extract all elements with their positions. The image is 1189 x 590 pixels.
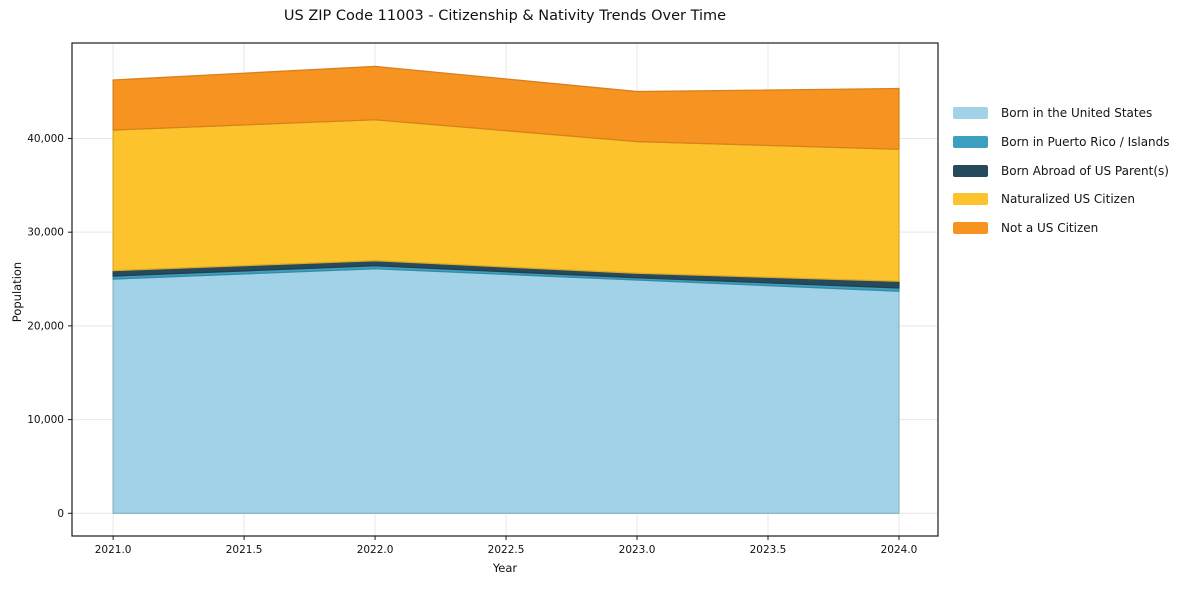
y-tick-label: 40,000 [27, 133, 64, 145]
legend-swatch [953, 136, 988, 149]
y-tick-label: 10,000 [27, 414, 64, 426]
legend-item: Born in Puerto Rico / Islands [953, 128, 1170, 157]
x-tick-label: 2023.0 [619, 544, 656, 556]
x-tick-label: 2024.0 [881, 544, 918, 556]
x-tick-label: 2021.0 [95, 544, 132, 556]
legend-swatch [953, 193, 988, 206]
y-tick-label: 30,000 [27, 227, 64, 239]
legend-label: Not a US Citizen [1001, 221, 1099, 236]
legend-label: Born in Puerto Rico / Islands [1001, 135, 1170, 150]
y-tick-label: 0 [57, 508, 64, 520]
legend-label: Born Abroad of US Parent(s) [1001, 163, 1169, 178]
x-tick-label: 2023.5 [750, 544, 787, 556]
legend-item: Naturalized US Citizen [953, 185, 1170, 214]
plot-border [71, 42, 939, 537]
x-axis-label: Year [492, 561, 518, 575]
x-tick-label: 2022.5 [488, 544, 525, 556]
legend: Born in the United States Born in Puerto … [953, 99, 1170, 242]
legend-label: Naturalized US Citizen [1001, 192, 1135, 207]
legend-item: Not a US Citizen [953, 214, 1170, 243]
y-axis-label: Population [10, 261, 24, 323]
legend-label: Born in the United States [1001, 106, 1153, 121]
legend-swatch [953, 222, 988, 235]
legend-item: Born in the United States [953, 99, 1170, 128]
legend-item: Born Abroad of US Parent(s) [953, 156, 1170, 185]
area-band-born-in-the-united-states [112, 268, 900, 514]
y-tick-label: 20,000 [27, 320, 64, 332]
legend-swatch [953, 164, 988, 177]
area-band-not-a-us-citizen [112, 65, 900, 150]
x-tick-label: 2021.5 [226, 544, 263, 556]
chart-title: US ZIP Code 11003 - Citizenship & Nativi… [283, 8, 727, 24]
legend-swatch [953, 107, 988, 120]
x-tick-label: 2022.0 [357, 544, 394, 556]
